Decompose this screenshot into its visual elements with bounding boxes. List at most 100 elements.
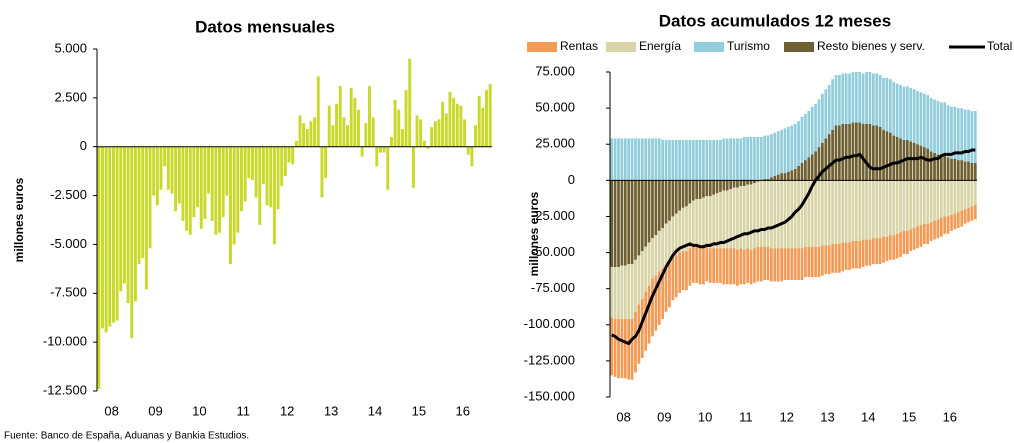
bar-segment xyxy=(807,111,811,158)
bar-segment xyxy=(851,72,855,123)
bar-segment xyxy=(841,180,845,243)
bar-segment xyxy=(810,154,814,181)
bar-segment xyxy=(654,180,658,236)
bar-segment xyxy=(909,141,913,181)
bar-segment xyxy=(810,246,814,278)
bar-segment xyxy=(627,264,631,319)
bar-segment xyxy=(691,200,695,247)
bar xyxy=(477,95,481,147)
bar-segment xyxy=(871,238,875,265)
bar xyxy=(287,146,291,163)
bar-segment xyxy=(729,189,732,249)
bar xyxy=(254,146,258,198)
bar-segment xyxy=(926,95,930,149)
bar-segment xyxy=(610,317,614,376)
bar xyxy=(309,121,313,147)
bar-segment xyxy=(770,134,773,178)
bar-segment xyxy=(753,248,756,283)
bar-segment xyxy=(749,137,753,181)
bar-segment xyxy=(943,102,947,156)
bar-segment xyxy=(651,278,654,337)
x-tick-label: 14 xyxy=(368,403,382,418)
bar-segment xyxy=(882,180,885,237)
bar-segment xyxy=(841,124,845,181)
bar-segment xyxy=(623,138,627,181)
bar-segment xyxy=(770,248,773,282)
y-tick-label: -75.000 xyxy=(531,280,575,295)
bar-segment xyxy=(878,74,882,127)
bar-segment xyxy=(912,180,916,228)
bar-segment xyxy=(630,319,634,380)
bar-segment xyxy=(725,138,729,181)
bar-segment xyxy=(688,203,692,249)
bar-segment xyxy=(664,180,668,224)
bar-segment xyxy=(725,248,729,285)
bar-segment xyxy=(834,125,838,181)
bar-segment xyxy=(739,138,743,181)
bar-segment xyxy=(722,190,726,249)
bar-segment xyxy=(800,180,804,249)
y-tick-label: -100.000 xyxy=(524,316,575,331)
y-tick-label: -125.000 xyxy=(524,352,575,367)
bar-segment xyxy=(936,100,940,155)
bar-segment xyxy=(909,87,913,142)
bar-segment xyxy=(705,246,709,282)
bar-segment xyxy=(661,139,665,181)
bar-segment xyxy=(878,180,882,239)
bar-segment xyxy=(698,180,702,200)
bar-segment xyxy=(722,138,726,181)
bar-segment xyxy=(776,131,780,175)
bar-segment xyxy=(963,109,967,162)
bar-segment xyxy=(664,264,668,312)
bar xyxy=(101,146,104,329)
bar xyxy=(397,109,401,147)
bar-segment xyxy=(712,248,716,283)
y-tick-label: -25.000 xyxy=(531,208,575,223)
bar-segment xyxy=(814,151,817,181)
bar xyxy=(199,146,203,229)
bar xyxy=(243,146,247,202)
bar-segment xyxy=(956,180,960,213)
bar-segment xyxy=(753,183,756,249)
bar-segment xyxy=(620,180,624,266)
bar-segment xyxy=(892,135,896,181)
bar-segment xyxy=(950,215,953,231)
bar-segment xyxy=(725,180,729,191)
bar xyxy=(261,146,265,184)
bar-segment xyxy=(715,193,719,249)
bar-segment xyxy=(773,132,777,176)
bar-segment xyxy=(929,180,933,223)
bar-segment xyxy=(729,180,732,189)
bar-segment xyxy=(623,319,627,379)
bar xyxy=(382,146,386,153)
bar-segment xyxy=(739,186,743,249)
bar-segment xyxy=(753,180,756,184)
bar-segment xyxy=(956,108,960,161)
bar-segment xyxy=(888,180,892,236)
bar-segment xyxy=(742,137,746,181)
bar-segment xyxy=(861,180,865,240)
bar-segment xyxy=(773,176,777,181)
bar-segment xyxy=(878,238,882,265)
bar-segment xyxy=(644,138,648,181)
bar-segment xyxy=(746,248,749,283)
bar-segment xyxy=(827,134,831,181)
bar-segment xyxy=(936,180,940,220)
bar-segment xyxy=(790,125,794,171)
bar-segment xyxy=(871,180,875,239)
bar-segment xyxy=(780,173,783,181)
bar-segment xyxy=(848,124,851,181)
bar-segment xyxy=(946,216,950,234)
bar-segment xyxy=(640,138,644,181)
bar-segment xyxy=(732,138,736,181)
bar-segment xyxy=(770,180,773,249)
bar-segment xyxy=(943,155,947,181)
bar-segment xyxy=(739,248,743,285)
legend-swatch xyxy=(784,42,814,52)
bar-segment xyxy=(657,180,661,231)
bar xyxy=(236,146,240,233)
bar-segment xyxy=(651,180,654,239)
bar-segment xyxy=(766,178,770,181)
bar-segment xyxy=(617,267,620,319)
bar-segment xyxy=(742,186,746,250)
